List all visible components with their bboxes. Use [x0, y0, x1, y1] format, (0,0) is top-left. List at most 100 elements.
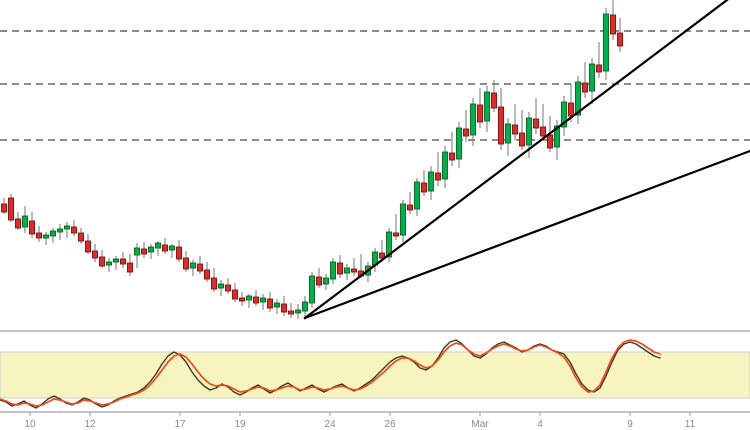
candle-body: [259, 297, 267, 303]
candle-body: [413, 181, 421, 210]
candle-body: [322, 277, 330, 285]
candle-body: [350, 268, 358, 273]
candle-body: [518, 132, 526, 147]
x-axis-tick-label: Mar: [471, 419, 489, 430]
candle-body: [245, 295, 253, 301]
candle-body: [343, 267, 351, 274]
candle-body: [567, 102, 575, 117]
x-axis-tick-label: 9: [627, 419, 633, 430]
candle-body: [385, 231, 393, 258]
candle-body: [42, 234, 50, 239]
candle-body: [35, 232, 43, 239]
candle-body: [609, 14, 617, 35]
candle-body: [546, 134, 554, 149]
candle-body: [532, 118, 540, 129]
x-axis-tick-label: 10: [24, 419, 36, 430]
candlestick-series: [0, 0, 624, 319]
candle-body: [294, 309, 302, 314]
candle-body: [490, 92, 498, 109]
x-axis-tick-label: 12: [84, 419, 96, 430]
candle-body: [14, 218, 22, 229]
candle-body: [560, 101, 568, 128]
candle-body: [399, 203, 407, 236]
candle-body: [210, 277, 218, 290]
candle-body: [504, 123, 512, 144]
candle-body: [140, 248, 148, 255]
horizontal-gridlines: [0, 30, 750, 141]
candle-body: [574, 81, 582, 116]
candle-body: [329, 261, 337, 280]
candle-body: [469, 103, 477, 136]
candle-body: [476, 104, 484, 123]
candle-body: [238, 297, 246, 302]
candle-body: [175, 246, 183, 260]
candle-body: [98, 256, 106, 267]
candle-body: [161, 244, 169, 252]
candle-body: [420, 182, 428, 193]
candle-body: [336, 262, 344, 275]
x-axis-tick-label: 11: [685, 419, 696, 430]
candle-body: [595, 64, 603, 73]
candle-body: [70, 226, 78, 234]
candle-body: [308, 275, 316, 304]
candle-body: [406, 204, 414, 211]
candle-body: [539, 126, 547, 137]
candle-body: [266, 298, 274, 309]
steep-uptrend-line[interactable]: [303, 0, 729, 320]
candle-body: [91, 250, 99, 259]
candle-body: [119, 258, 127, 265]
x-axis-tick-label: 17: [174, 419, 186, 430]
candle-body: [84, 240, 92, 253]
x-axis-tick-label: 4: [537, 419, 543, 430]
candle-body: [448, 152, 456, 161]
candle-body: [315, 276, 323, 286]
candle-body: [602, 13, 610, 72]
x-axis-tick-label: 19: [234, 419, 246, 430]
shallow-uptrend-line[interactable]: [303, 149, 750, 320]
candle-body: [168, 245, 176, 251]
candle-body: [553, 125, 561, 148]
candle-body: [511, 124, 519, 135]
candle-body: [483, 91, 491, 122]
candle-body: [63, 225, 71, 230]
candle-body: [133, 247, 141, 256]
indicator-highlight-band: [0, 351, 750, 399]
candle-body: [497, 106, 505, 145]
candle-body: [287, 310, 295, 315]
candle-body: [392, 232, 400, 237]
x-axis: 10 12 17 19 24 26 Mar 4 9 11: [0, 411, 750, 430]
candle-body: [154, 242, 162, 249]
indicator-panel: [0, 330, 750, 409]
candle-body: [280, 303, 288, 313]
candle-body: [77, 232, 85, 242]
candle-body: [21, 215, 29, 228]
candle-body: [252, 296, 260, 304]
signal-line-orange: [0, 339, 661, 407]
candle-body: [378, 252, 386, 259]
candle-body: [581, 82, 589, 93]
trendline-overlays[interactable]: [303, 0, 750, 320]
candle-body: [147, 246, 155, 253]
candle-body: [441, 151, 449, 180]
candle-body: [231, 289, 239, 300]
candle-body: [434, 172, 442, 181]
candle-body: [7, 197, 15, 221]
candle-body: [105, 261, 113, 266]
candle-body: [427, 171, 435, 192]
candle-body: [203, 269, 211, 280]
candle-body: [616, 32, 624, 47]
candle-body: [126, 262, 134, 273]
candle-body: [525, 117, 533, 146]
candle-body: [49, 230, 57, 237]
candle-body: [273, 302, 281, 308]
candle-body: [588, 63, 596, 92]
candle-body: [462, 128, 470, 137]
candle-body: [196, 263, 204, 272]
candle-body: [112, 258, 120, 263]
candle-body: [189, 262, 197, 269]
x-axis-tick-label: 26: [384, 419, 396, 430]
candle-body: [301, 301, 309, 312]
candle-body: [56, 228, 64, 233]
x-axis-tick-label: 24: [324, 419, 336, 430]
